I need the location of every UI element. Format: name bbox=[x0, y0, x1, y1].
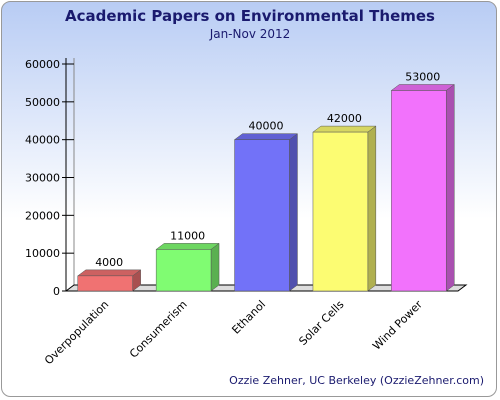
y-tick-label: 40000 bbox=[25, 134, 60, 147]
value-label: 53000 bbox=[405, 70, 440, 83]
bar bbox=[391, 90, 447, 292]
bar-top bbox=[77, 269, 142, 277]
value-label: 11000 bbox=[170, 229, 205, 242]
y-tick-label: 0 bbox=[53, 285, 60, 298]
y-tick-label: 60000 bbox=[25, 58, 60, 71]
bar bbox=[234, 139, 290, 292]
bar bbox=[155, 249, 212, 292]
bar-top bbox=[233, 133, 299, 140]
bar-side bbox=[289, 133, 298, 292]
bar-top bbox=[155, 243, 220, 250]
bar-side bbox=[367, 125, 377, 292]
chart-subtitle: Jan-Nov 2012 bbox=[209, 27, 291, 41]
y-tick-label: 30000 bbox=[25, 172, 60, 185]
bar-top bbox=[312, 125, 377, 133]
bar-side bbox=[210, 242, 220, 292]
credit: Ozzie Zehner, UC Berkeley (OzzieZehner.c… bbox=[229, 374, 484, 387]
bar bbox=[77, 275, 133, 292]
bar-side bbox=[445, 83, 455, 292]
chart-title: Academic Papers on Environmental Themes bbox=[65, 7, 435, 25]
value-label: 40000 bbox=[249, 120, 284, 133]
bar-top bbox=[390, 84, 455, 91]
y-tick-label: 10000 bbox=[25, 247, 60, 260]
bar bbox=[312, 131, 369, 292]
value-label: 42000 bbox=[327, 112, 362, 125]
value-label: 4000 bbox=[95, 256, 123, 269]
y-tick-label: 50000 bbox=[25, 96, 60, 109]
y-tick-label: 20000 bbox=[25, 209, 60, 222]
